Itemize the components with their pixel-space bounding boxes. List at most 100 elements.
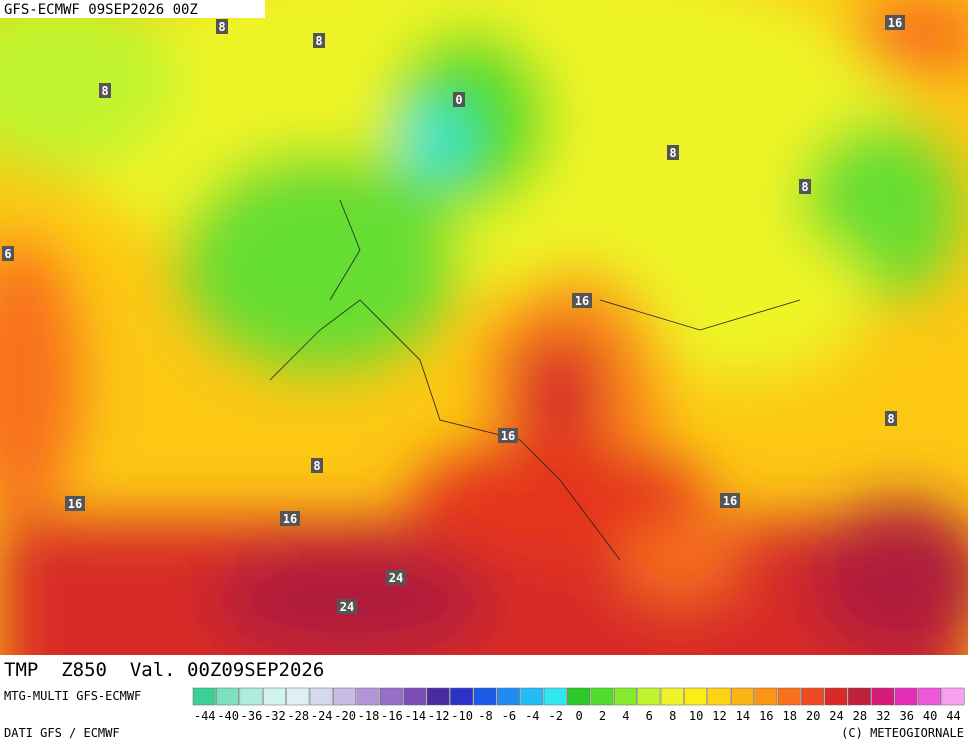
contour-label-box bbox=[313, 33, 325, 48]
colorbar-swatch bbox=[847, 687, 871, 706]
contour-label: 24 bbox=[389, 571, 403, 585]
temperature-field bbox=[0, 0, 968, 655]
contour-label: 8 bbox=[313, 459, 320, 473]
colorbar-swatch bbox=[567, 687, 591, 706]
contour-label: 16 bbox=[888, 16, 902, 30]
colorbar-label: -18 bbox=[358, 709, 380, 723]
source-label: DATI GFS / ECMWF bbox=[4, 726, 120, 740]
colorbar-swatch bbox=[239, 687, 263, 706]
colorbar-label: -32 bbox=[264, 709, 286, 723]
colorbar-swatch bbox=[426, 687, 450, 706]
contour-label: 8 bbox=[887, 412, 894, 426]
colorbar-label: 36 bbox=[899, 709, 913, 723]
colorbar-label: -36 bbox=[241, 709, 263, 723]
colorbar-label: -44 bbox=[194, 709, 216, 723]
colorbar-swatch bbox=[450, 687, 474, 706]
title-box bbox=[0, 655, 440, 683]
colorbar-label: 20 bbox=[806, 709, 820, 723]
colorbar-label: -16 bbox=[381, 709, 403, 723]
colorbar-swatch bbox=[192, 687, 216, 706]
colorbar-swatch bbox=[660, 687, 684, 706]
footer-title: TMP Z850 Val. 00Z09SEP2026 bbox=[4, 659, 324, 681]
contour-label-box bbox=[2, 246, 14, 261]
colorbar-swatch bbox=[824, 687, 848, 706]
contour-label: 16 bbox=[283, 512, 297, 526]
colorbar-swatch bbox=[379, 687, 403, 706]
colorbar-label: -20 bbox=[334, 709, 356, 723]
colorbar-swatch bbox=[520, 687, 544, 706]
colorbar-swatch bbox=[754, 687, 778, 706]
colorbar-label: -40 bbox=[217, 709, 239, 723]
contour-label-box bbox=[386, 570, 406, 585]
colorbar-label: 32 bbox=[876, 709, 890, 723]
colorbar-swatch bbox=[613, 687, 637, 706]
contour-label-box bbox=[498, 428, 518, 443]
colorbar-label: 10 bbox=[689, 709, 703, 723]
colorbar-label: 4 bbox=[622, 709, 629, 723]
contour-label: 6 bbox=[4, 247, 11, 261]
header-box bbox=[0, 0, 265, 18]
colorbar-swatch bbox=[777, 687, 801, 706]
colorbar-label: 12 bbox=[712, 709, 726, 723]
colorbar-swatch bbox=[333, 687, 357, 706]
contour-label-box bbox=[799, 179, 811, 194]
colorbar-label: 8 bbox=[669, 709, 676, 723]
contour-label: 16 bbox=[575, 294, 589, 308]
model-label: MTG-MULTI GFS-ECMWF bbox=[4, 689, 141, 703]
contour-label-box bbox=[280, 511, 300, 526]
contour-label-box bbox=[337, 599, 357, 614]
colorbar-label: 14 bbox=[736, 709, 750, 723]
colorbar-label: -14 bbox=[404, 709, 426, 723]
contour-label: 16 bbox=[501, 429, 515, 443]
colorbar-swatch bbox=[707, 687, 731, 706]
colorbar-label: 24 bbox=[829, 709, 843, 723]
colorbar-label: -10 bbox=[451, 709, 473, 723]
colorbar-label: -28 bbox=[287, 709, 309, 723]
colorbar-swatch bbox=[918, 687, 942, 706]
contour-label: 8 bbox=[218, 20, 225, 34]
colorbar-swatch bbox=[216, 687, 240, 706]
colorbar-swatch bbox=[286, 687, 310, 706]
colorbar-swatch bbox=[496, 687, 520, 706]
header-title: GFS-ECMWF 09SEP2026 00Z bbox=[4, 2, 198, 18]
colorbar-label: 0 bbox=[575, 709, 582, 723]
contour-label: 8 bbox=[315, 34, 322, 48]
contour-label-box bbox=[216, 19, 228, 34]
contour-label-box bbox=[453, 92, 465, 107]
colorbar-swatch bbox=[730, 687, 754, 706]
contour-label-box bbox=[885, 15, 905, 30]
colorbar-label: -8 bbox=[478, 709, 492, 723]
contour-label: 0 bbox=[455, 93, 462, 107]
contour-label: 16 bbox=[723, 494, 737, 508]
contour-label: 8 bbox=[669, 146, 676, 160]
credit-label: (C) METEOGIORNALE bbox=[841, 726, 964, 740]
contour-label-box bbox=[311, 458, 323, 473]
colorbar-label: 6 bbox=[646, 709, 653, 723]
colorbar-swatch bbox=[637, 687, 661, 706]
colorbar-label: 40 bbox=[923, 709, 937, 723]
colorbar-swatch bbox=[543, 687, 567, 706]
colorbar-swatch bbox=[871, 687, 895, 706]
contour-label-box bbox=[667, 145, 679, 160]
contour-label: 24 bbox=[340, 600, 354, 614]
colorbar-swatch bbox=[356, 687, 380, 706]
contour-label-box bbox=[572, 293, 592, 308]
contour-label-box bbox=[720, 493, 740, 508]
colorbar-label: 44 bbox=[946, 709, 960, 723]
colorbar-label: 2 bbox=[599, 709, 606, 723]
colorbar-label: -6 bbox=[502, 709, 516, 723]
colorbar-swatch bbox=[473, 687, 497, 706]
colorbar-label: -2 bbox=[548, 709, 562, 723]
colorbar-swatch bbox=[801, 687, 825, 706]
contour-label-box bbox=[885, 411, 897, 426]
borders bbox=[269, 199, 801, 561]
colorbar-swatch bbox=[309, 687, 333, 706]
colorbar-label: -12 bbox=[428, 709, 450, 723]
colorbar-label: 16 bbox=[759, 709, 773, 723]
colorbar-label: -24 bbox=[311, 709, 333, 723]
colorbar-swatch bbox=[684, 687, 708, 706]
colorbar-label: 18 bbox=[782, 709, 796, 723]
contour-label: 8 bbox=[801, 180, 808, 194]
